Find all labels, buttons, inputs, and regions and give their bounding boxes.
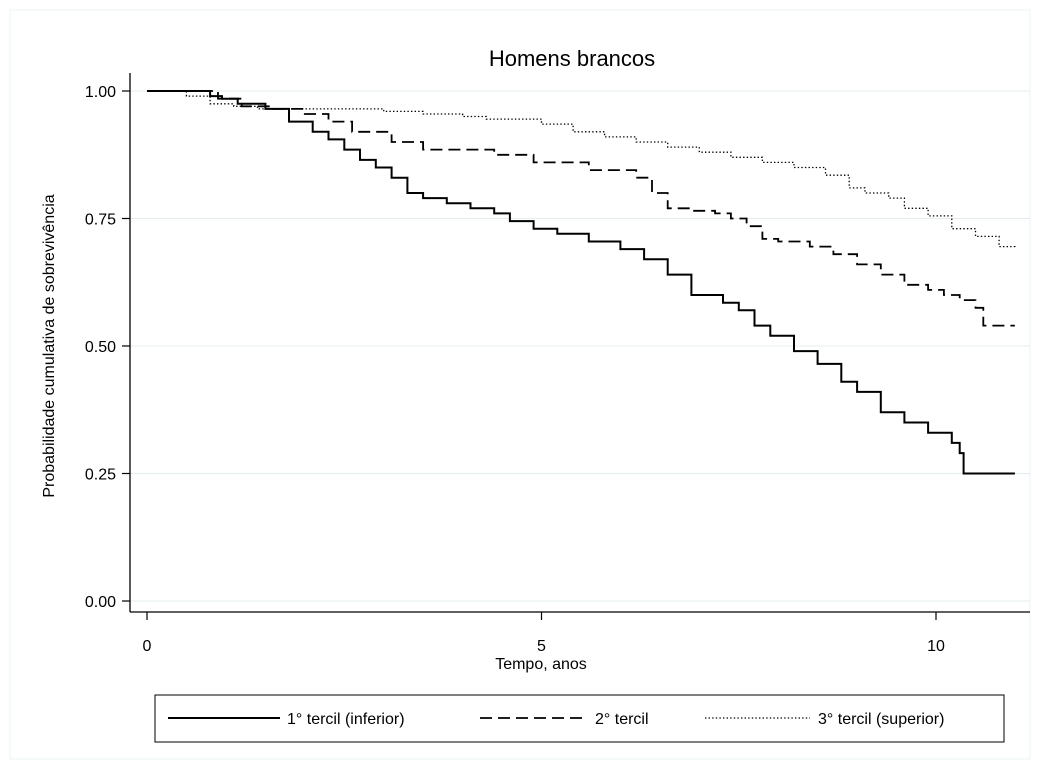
legend-label-1: 1° tercil (inferior) — [287, 711, 405, 728]
x-axis-label: Tempo, anos — [495, 656, 587, 673]
y-tick-label-2: 0.50 — [85, 339, 116, 356]
y-tick-label-4: 1.00 — [85, 84, 116, 101]
y-tick-label-1: 0.25 — [85, 467, 116, 484]
legend-label-2: 2° tercil — [595, 711, 649, 728]
legend: 1° tercil (inferior) 2° tercil 3° tercil (… — [154, 694, 1005, 743]
x-tick-label-0: 0 — [143, 638, 152, 655]
series-line-1 — [147, 90, 1015, 475]
x-tick-label-1: 5 — [537, 638, 546, 655]
legend-label-3: 3° tercil (superior) — [818, 711, 944, 728]
y-axis-ticks: 0.00 0.25 0.50 0.75 1.00 — [85, 84, 130, 611]
outer-frame — [9, 9, 1031, 760]
legend-items: 1° tercil (inferior) 2° tercil 3° tercil (… — [168, 711, 944, 728]
series-lines — [147, 90, 1016, 475]
x-tick-label-2: 10 — [927, 638, 945, 655]
series-line-2 — [147, 90, 1015, 327]
chart-title: Homens brancos — [489, 46, 655, 71]
x-axis-ticks: 0 5 10 — [143, 612, 945, 655]
gridlines — [130, 90, 1030, 602]
y-tick-label-3: 0.75 — [85, 212, 116, 229]
y-axis-label: Probabilidade cumulativa de sobrevivênci… — [41, 194, 58, 497]
y-tick-label-0: 0.00 — [85, 594, 116, 611]
